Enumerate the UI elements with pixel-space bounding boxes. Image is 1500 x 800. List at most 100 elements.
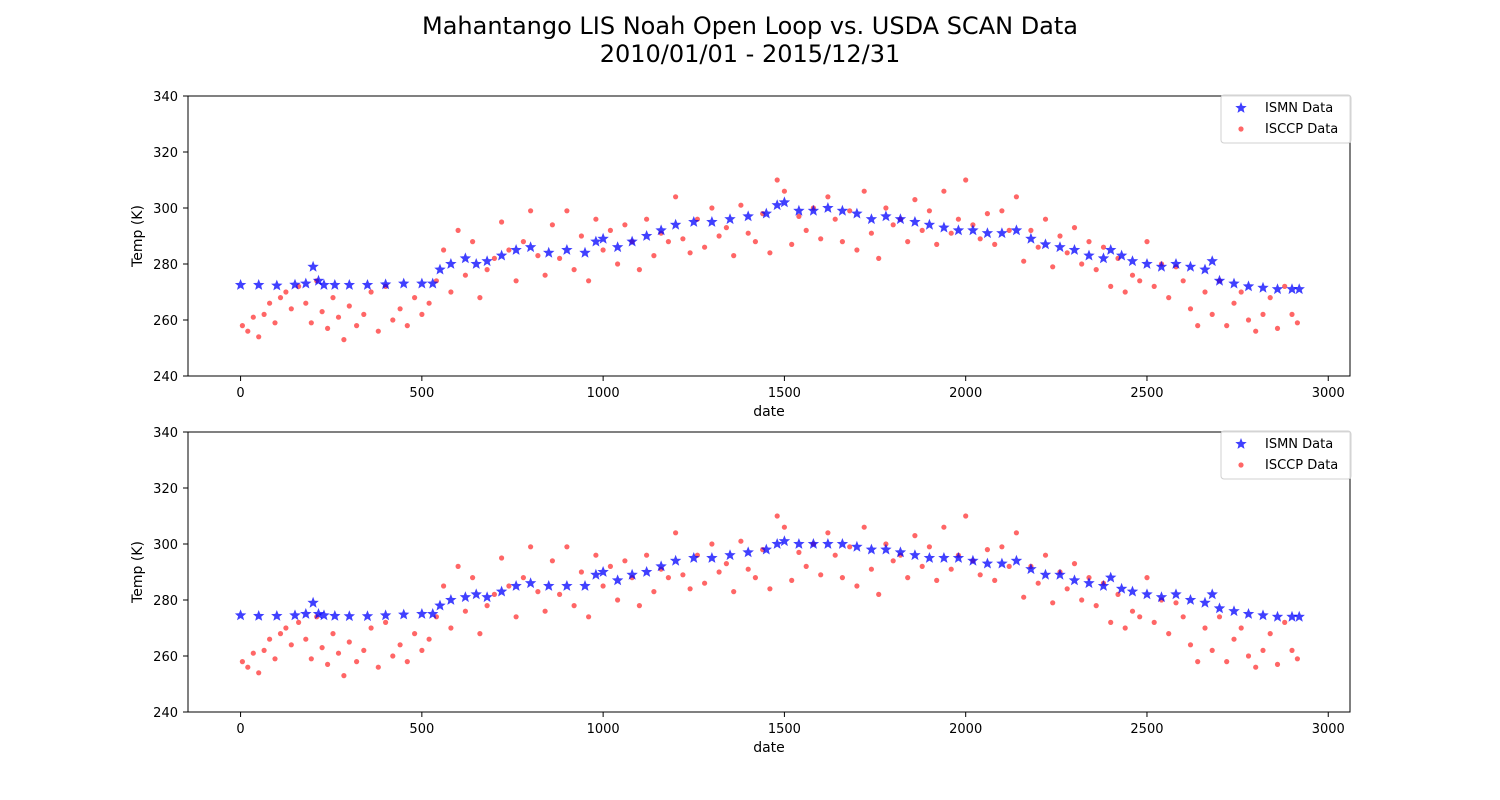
isccp-point bbox=[607, 227, 614, 233]
ismn-point bbox=[1184, 260, 1197, 272]
isccp-point bbox=[731, 589, 737, 595]
isccp-point bbox=[354, 659, 360, 665]
isccp-point bbox=[250, 314, 256, 320]
y-tick-label: 280 bbox=[153, 258, 178, 273]
isccp-point bbox=[341, 337, 347, 343]
ismn-point bbox=[981, 227, 994, 239]
isccp-point bbox=[506, 247, 512, 253]
ismn-point bbox=[1271, 610, 1284, 622]
isccp-point bbox=[1042, 216, 1049, 222]
ismn-point bbox=[1010, 224, 1023, 236]
y-tick-label: 240 bbox=[153, 370, 178, 385]
isccp-point bbox=[245, 328, 251, 334]
ismn-point bbox=[543, 246, 555, 258]
isccp-point bbox=[716, 233, 722, 239]
ismn-point bbox=[1054, 241, 1066, 253]
ismn-point bbox=[1206, 588, 1218, 600]
ismn-point bbox=[459, 252, 472, 264]
legend-isccp-marker bbox=[1238, 126, 1244, 132]
ismn-point bbox=[379, 278, 392, 290]
isccp-point bbox=[934, 577, 940, 584]
x-tick-label: 500 bbox=[409, 386, 434, 401]
ismn-point bbox=[1097, 252, 1110, 264]
isccp-point bbox=[368, 625, 374, 631]
ismn-point bbox=[416, 277, 428, 289]
ismn-point bbox=[793, 204, 805, 216]
isccp-point bbox=[1021, 258, 1027, 264]
isccp-point bbox=[1274, 661, 1281, 668]
ismn-point bbox=[481, 591, 493, 603]
isccp-point bbox=[723, 561, 730, 567]
isccp-point bbox=[484, 603, 490, 609]
isccp-point bbox=[564, 208, 570, 214]
isccp-point bbox=[549, 558, 556, 564]
ismn-point bbox=[1068, 574, 1081, 586]
isccp-point bbox=[1209, 647, 1215, 654]
ismn-point bbox=[1105, 244, 1117, 255]
isccp-point bbox=[319, 309, 325, 315]
isccp-point bbox=[854, 247, 860, 253]
isccp-point bbox=[1122, 289, 1128, 295]
isccp-point bbox=[303, 300, 309, 306]
y-tick-label: 340 bbox=[153, 90, 178, 105]
ismn-point bbox=[1097, 580, 1110, 591]
ismn-point bbox=[398, 277, 410, 289]
ismn-point bbox=[1184, 594, 1197, 605]
isccp-point bbox=[354, 323, 360, 329]
ismn-point bbox=[481, 255, 493, 267]
isccp-point bbox=[919, 227, 925, 233]
ismn-point bbox=[253, 610, 265, 621]
isccp-point bbox=[876, 591, 882, 598]
y-axis-label: Temp (K) bbox=[130, 541, 146, 604]
isccp-point bbox=[296, 619, 302, 626]
ismn-point bbox=[579, 246, 591, 258]
isccp-point bbox=[680, 236, 686, 242]
legend-ismn-label: ISMN Data bbox=[1265, 437, 1333, 452]
ismn-point bbox=[510, 580, 522, 591]
ismn-point bbox=[724, 549, 736, 561]
isccp-point bbox=[261, 647, 267, 654]
isccp-point bbox=[1245, 653, 1252, 659]
isccp-point bbox=[752, 575, 759, 581]
isccp-point bbox=[1166, 631, 1172, 637]
ismn-point bbox=[398, 608, 410, 620]
ismn-point bbox=[434, 599, 446, 611]
x-tick-label: 3000 bbox=[1312, 722, 1345, 737]
isccp-point bbox=[1224, 323, 1230, 329]
isccp-point bbox=[926, 208, 933, 214]
isccp-point bbox=[1216, 614, 1223, 620]
ismn-point bbox=[445, 258, 457, 269]
ismn-point bbox=[1213, 602, 1226, 614]
isccp-point bbox=[390, 317, 396, 323]
isccp-point bbox=[992, 577, 998, 584]
isccp-point bbox=[404, 323, 410, 329]
isccp-point bbox=[600, 583, 606, 589]
isccp-point bbox=[803, 563, 809, 570]
ismn-point bbox=[822, 202, 834, 213]
isccp-point bbox=[578, 569, 585, 575]
isccp-point bbox=[854, 583, 860, 589]
ismn-point bbox=[510, 244, 522, 255]
isccp-point bbox=[1144, 575, 1150, 581]
ismn-point bbox=[1199, 596, 1211, 608]
ismn-point bbox=[289, 609, 301, 621]
isccp-point bbox=[1202, 625, 1208, 631]
ismn-point bbox=[1155, 591, 1168, 603]
ismn-point bbox=[807, 538, 820, 549]
ismn-point bbox=[1271, 283, 1284, 295]
ismn-point bbox=[300, 277, 312, 289]
isccp-point bbox=[1137, 614, 1143, 620]
ismn-point bbox=[1242, 608, 1255, 619]
ismn-point bbox=[329, 279, 341, 290]
isccp-point bbox=[330, 631, 336, 637]
isccp-point bbox=[1238, 289, 1244, 295]
ismn-point bbox=[1141, 588, 1153, 600]
isccp-point bbox=[528, 208, 534, 214]
isccp-point bbox=[905, 239, 911, 245]
isccp-point bbox=[665, 575, 672, 581]
isccp-point bbox=[1093, 267, 1099, 273]
isccp-point bbox=[1035, 580, 1041, 586]
isccp-point bbox=[709, 205, 715, 211]
ismn-point bbox=[938, 552, 950, 563]
isccp-point bbox=[1050, 600, 1056, 606]
